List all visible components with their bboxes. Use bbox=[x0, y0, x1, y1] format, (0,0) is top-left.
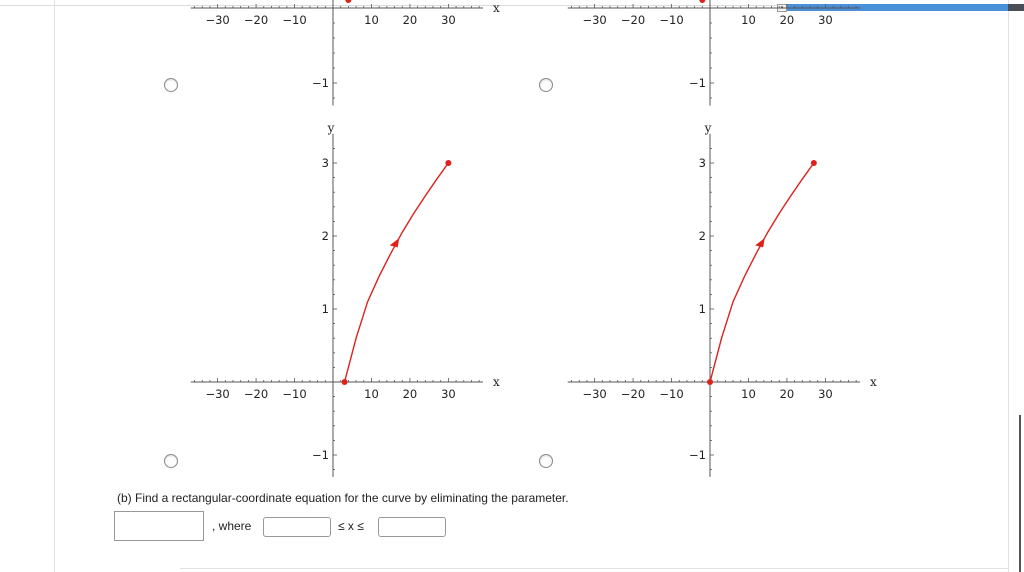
curve-start-point bbox=[341, 379, 348, 385]
upper-bound-input[interactable] bbox=[378, 517, 446, 537]
graph-option-b: −30 −20 −10 10 20 30 −1 bbox=[567, 0, 860, 106]
y-axis-label: y bbox=[327, 121, 335, 135]
header-accent-bar bbox=[778, 4, 1010, 11]
x-tick-label: −10 bbox=[659, 13, 683, 27]
x-tick-label: −20 bbox=[621, 387, 645, 401]
x-axis-label: x bbox=[493, 1, 500, 15]
y-axis-label: y bbox=[704, 121, 712, 135]
curve-line bbox=[709, 162, 815, 383]
y-tick-label: −1 bbox=[312, 448, 329, 462]
x-tick-label: −20 bbox=[621, 13, 645, 27]
graph-option-c: −30 −20 −10 10 20 30 x −1 1 2 3 y bbox=[190, 121, 500, 477]
radio-option-c[interactable] bbox=[164, 454, 178, 468]
graph-option-a: −30 −20 −10 10 20 30 x −1 bbox=[190, 0, 500, 106]
x-tick-label: 20 bbox=[780, 13, 795, 27]
x-tick-label: 30 bbox=[818, 13, 833, 27]
x-tick-label: −20 bbox=[244, 13, 268, 27]
curve-endpoint bbox=[345, 0, 352, 3]
x-tick-label: 20 bbox=[403, 13, 418, 27]
direction-arrow bbox=[755, 238, 765, 248]
top-divider bbox=[0, 5, 1024, 6]
y-tick-label: −1 bbox=[689, 448, 706, 462]
x-tick-label: 30 bbox=[441, 387, 456, 401]
curve-start-point bbox=[707, 379, 713, 385]
x-tick-label: −20 bbox=[244, 387, 268, 401]
header-accent-end bbox=[1008, 4, 1024, 11]
curve-line bbox=[343, 162, 449, 383]
y-tick-label: −1 bbox=[689, 76, 706, 90]
y-tick-label: 3 bbox=[322, 156, 329, 170]
x-tick-label: −30 bbox=[205, 13, 229, 27]
inequality-label: ≤ x ≤ bbox=[338, 519, 364, 533]
scrollbar[interactable] bbox=[1019, 415, 1021, 572]
x-axis-label: x bbox=[870, 375, 877, 389]
curve-end-point bbox=[810, 160, 817, 166]
radio-option-b[interactable] bbox=[539, 78, 553, 92]
x-tick-label: 20 bbox=[780, 387, 795, 401]
x-tick-label: 10 bbox=[364, 387, 379, 401]
y-tick-label: −1 bbox=[312, 76, 329, 90]
panel-bottom-border bbox=[180, 568, 1008, 569]
graph-option-d: −30 −20 −10 10 20 30 x −1 1 2 3 y bbox=[567, 121, 877, 477]
equation-input[interactable] bbox=[114, 511, 204, 541]
x-tick-label: 10 bbox=[364, 13, 379, 27]
radio-option-d[interactable] bbox=[539, 454, 553, 468]
y-tick-label: 3 bbox=[699, 156, 706, 170]
curve-endpoint bbox=[699, 0, 706, 3]
y-tick-label: 2 bbox=[322, 229, 329, 243]
x-tick-label: −10 bbox=[659, 387, 683, 401]
y-tick-label: 1 bbox=[699, 302, 706, 316]
x-axis-label: x bbox=[493, 375, 500, 389]
x-tick-label: −10 bbox=[282, 13, 306, 27]
y-tick-label: 1 bbox=[322, 302, 329, 316]
x-tick-label: 20 bbox=[403, 387, 418, 401]
x-tick-label: 10 bbox=[741, 387, 756, 401]
panel-left-border bbox=[54, 0, 55, 572]
radio-option-a[interactable] bbox=[164, 78, 178, 92]
x-tick-label: −30 bbox=[205, 387, 229, 401]
x-tick-label: −10 bbox=[282, 387, 306, 401]
x-tick-label: 30 bbox=[818, 387, 833, 401]
x-tick-label: −30 bbox=[582, 387, 606, 401]
x-tick-label: 10 bbox=[741, 13, 756, 27]
y-tick-label: 2 bbox=[699, 229, 706, 243]
curve-end-point bbox=[445, 160, 452, 166]
x-tick-label: 30 bbox=[441, 13, 456, 27]
panel-right-border bbox=[1008, 0, 1009, 572]
part-b-question: (b) Find a rectangular-coordinate equati… bbox=[117, 491, 569, 505]
lower-bound-input[interactable] bbox=[263, 517, 331, 537]
x-tick-label: −30 bbox=[582, 13, 606, 27]
where-label: , where bbox=[212, 519, 252, 533]
direction-arrow bbox=[389, 238, 400, 248]
